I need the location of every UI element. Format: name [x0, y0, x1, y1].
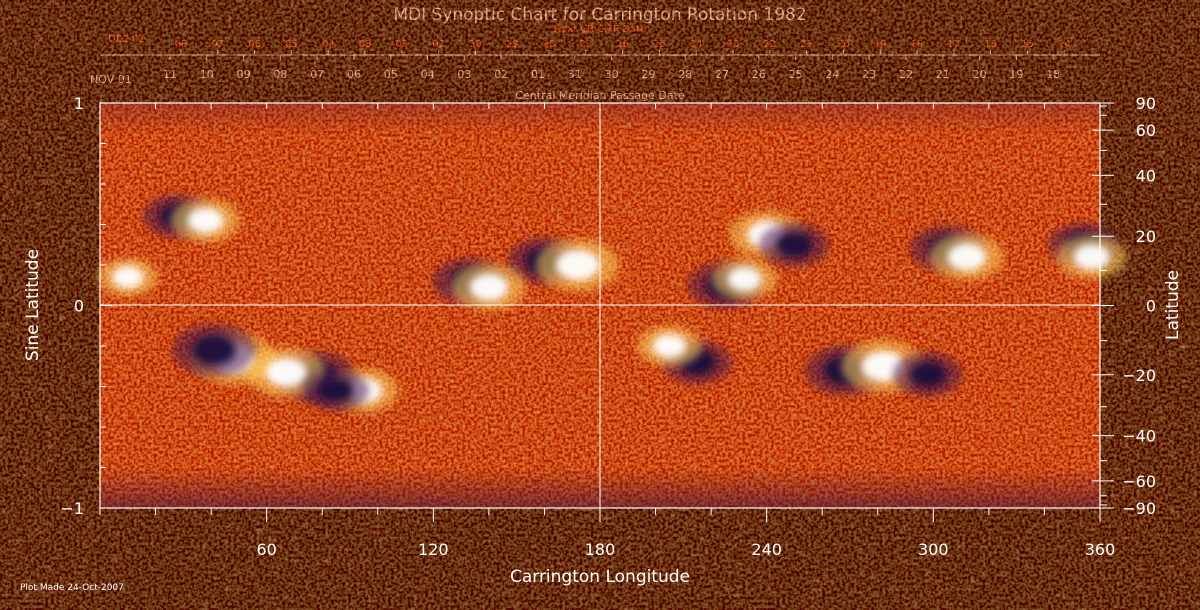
- next-cr-date-label: 02: [395, 39, 408, 50]
- plot-made-note: Plot Made 24-Oct-2007: [20, 583, 124, 593]
- active-region-positive: [265, 357, 307, 387]
- active-region-positive: [947, 243, 987, 271]
- cmp-date-label: 11: [163, 68, 177, 81]
- cmp-date-label: 24: [825, 68, 839, 81]
- next-cr-date-label: 06: [248, 39, 261, 50]
- cmp-date-label: 09: [237, 68, 251, 81]
- left-tick-label: 1: [74, 94, 84, 113]
- active-region-positive: [555, 249, 600, 281]
- next-cr-date-label: 05: [285, 39, 298, 50]
- x-tick-label: 180: [585, 540, 616, 559]
- x-axis: 60 120 180 240 300 360: [99, 103, 1116, 559]
- active-region-negative: [191, 334, 236, 366]
- cmp-axis-caption: Central Meridian Passage Date: [515, 89, 684, 102]
- right-tick-label: −40: [1122, 427, 1156, 446]
- active-region-positive: [469, 273, 509, 301]
- cmp-date-label: 26: [752, 68, 766, 81]
- left-axis: 1 0 −1: [60, 94, 112, 518]
- next-cr-date-label: 21: [800, 39, 813, 50]
- cmp-date-label: 20: [973, 68, 987, 81]
- left-tick-label: −1: [60, 499, 84, 518]
- active-region-positive: [187, 207, 224, 234]
- next-cr-date-label: 24: [690, 39, 703, 50]
- plot-area: [97, 102, 1127, 509]
- next-cr-date-label: 04: [322, 39, 335, 50]
- right-tick-label: 0: [1146, 297, 1156, 316]
- active-region-positive: [111, 265, 144, 289]
- cmp-date-label: 07: [310, 68, 324, 81]
- next-cr-date-label: 19: [874, 39, 887, 50]
- cmp-date-label: 01: [531, 68, 545, 81]
- next-cr-caption: Next CR CMP Date: [554, 24, 646, 35]
- active-region-positive: [1073, 244, 1111, 270]
- next-cr-date-label: 23: [727, 39, 740, 50]
- cmp-date-label: 22: [899, 68, 913, 81]
- next-cr-date-label: 25: [653, 39, 666, 50]
- active-region-negative: [776, 231, 813, 258]
- x-tick-label: 360: [1085, 540, 1116, 559]
- next-cr-date-label: 30: [469, 39, 482, 50]
- cmp-date-label: 21: [936, 68, 950, 81]
- cmp-date-label: 10: [200, 68, 214, 81]
- x-axis-title: Carrington Longitude: [510, 567, 690, 587]
- cmp-date-label: 30: [605, 68, 619, 81]
- cmp-date-label: 18: [1046, 68, 1060, 81]
- next-cr-date-label: 26: [616, 39, 629, 50]
- next-cr-date-label: 17: [947, 39, 960, 50]
- cmp-date-label: 04: [421, 68, 435, 81]
- right-axis-title: Latitude: [1163, 270, 1183, 340]
- right-axis: 90 60 40 20 0 −20 −40 −60 −90: [1092, 94, 1156, 518]
- x-tick-label: 120: [418, 540, 449, 559]
- next-cr-date-label: 07: [211, 39, 224, 50]
- next-cr-date-label: 20: [837, 39, 850, 50]
- x-tick-label: 300: [918, 540, 949, 559]
- next-cr-date-label: 14: [1058, 39, 1071, 50]
- left-tick-label: 0: [74, 297, 84, 316]
- next-cr-date-label: 29: [506, 39, 519, 50]
- left-axis-title: Sine Latitude: [23, 249, 43, 361]
- next-cr-date-label: 16: [984, 39, 997, 50]
- x-tick-label: 240: [751, 540, 782, 559]
- cmp-date-label: 02: [494, 68, 508, 81]
- next-cr-date-label: 27: [579, 39, 592, 50]
- cmp-date-label: 03: [457, 68, 471, 81]
- right-tick-label: 40: [1136, 166, 1156, 185]
- next-cr-first-label: DEC 01: [108, 34, 145, 45]
- cmp-date-labels: 11 10 09 08 07 06 05 04 03 02 01 31 30 29 28 27 26 25 24 23…: [163, 55, 1060, 81]
- cmp-first-label: NOV 01: [90, 73, 132, 86]
- right-tick-label: −60: [1122, 472, 1156, 491]
- cmp-date-label: 27: [715, 68, 729, 81]
- cmp-date-label: 08: [273, 68, 287, 81]
- cmp-date-label: 25: [789, 68, 803, 81]
- right-tick-label: −90: [1122, 499, 1156, 518]
- cmp-date-label: 23: [862, 68, 876, 81]
- cmp-date-label: 28: [678, 68, 692, 81]
- cmp-date-label: 05: [384, 68, 398, 81]
- right-tick-label: 20: [1136, 227, 1156, 246]
- next-cr-date-label: 08: [175, 39, 188, 50]
- cmp-date-axes: Next CR CMP Date DEC 01 08 07 06 05 04 03 02 01…: [90, 24, 1100, 102]
- next-cr-date-labels: 08 07 06 05 04 03 02 01 30 29 28 27 26 25 24 23 22 21 20 19…: [175, 39, 1071, 55]
- x-tick-label: 60: [256, 540, 276, 559]
- next-cr-date-label: 18: [911, 39, 924, 50]
- active-region-negative: [318, 378, 354, 403]
- next-cr-date-label: 01: [432, 39, 445, 50]
- right-tick-label: 60: [1136, 121, 1156, 140]
- next-cr-date-label: 15: [1021, 39, 1034, 50]
- right-tick-label: −20: [1122, 366, 1156, 385]
- next-cr-date-label: 22: [763, 39, 776, 50]
- active-region-positive: [652, 333, 687, 359]
- cmp-date-label: 31: [568, 68, 582, 81]
- active-region-negative: [909, 361, 947, 388]
- cmp-date-label: 19: [1009, 68, 1023, 81]
- active-regions: [97, 194, 1127, 413]
- next-cr-date-label: 03: [359, 39, 372, 50]
- cmp-date-label: 06: [347, 68, 361, 81]
- right-tick-label: 90: [1136, 94, 1156, 113]
- active-region-positive: [727, 267, 762, 292]
- chart-title: MDI Synoptic Chart for Carrington Rotati…: [393, 5, 806, 25]
- cmp-date-label: 29: [641, 68, 655, 81]
- next-cr-date-label: 28: [543, 39, 556, 50]
